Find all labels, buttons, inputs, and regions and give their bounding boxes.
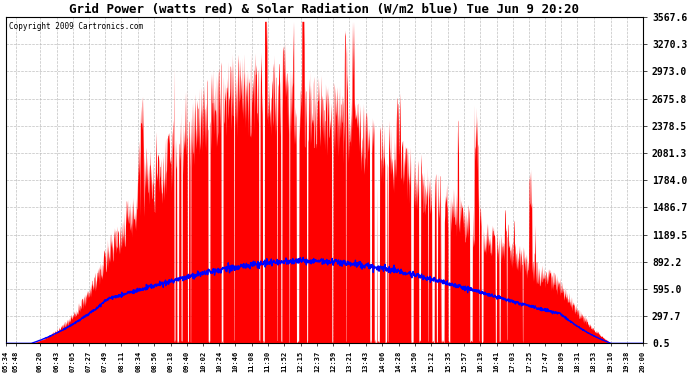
Title: Grid Power (watts red) & Solar Radiation (W/m2 blue) Tue Jun 9 20:20: Grid Power (watts red) & Solar Radiation… <box>70 3 580 16</box>
Text: Copyright 2009 Cartronics.com: Copyright 2009 Cartronics.com <box>9 22 143 31</box>
